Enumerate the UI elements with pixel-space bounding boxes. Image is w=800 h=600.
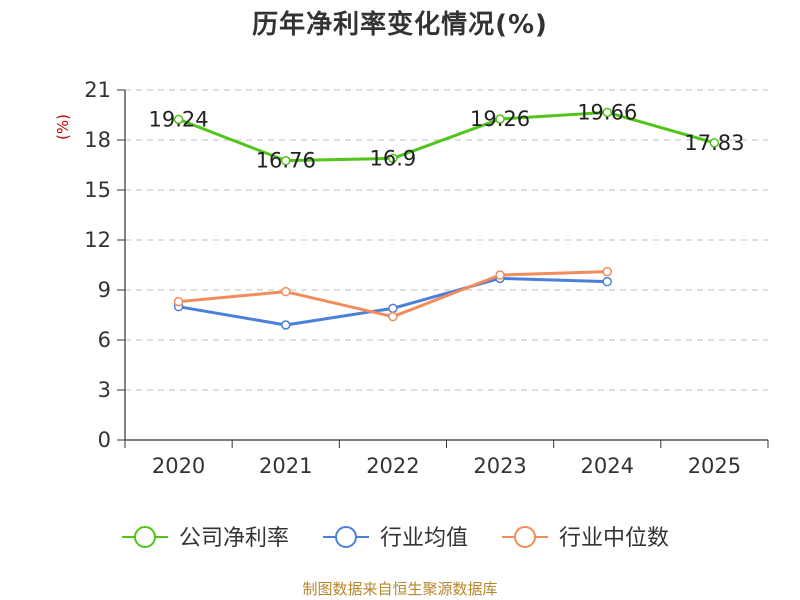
series-lines [173,107,720,330]
series-line [178,110,715,163]
y-tick-label: 15 [84,178,111,202]
y-tick-label: 6 [98,328,111,352]
x-tick-label: 2020 [152,454,205,478]
x-tick-label: 2025 [688,454,741,478]
legend-marker [134,526,156,548]
legend-label: 行业均值 [380,526,468,551]
data-label: 19.66 [577,100,637,124]
data-point [173,114,184,125]
data-label: 16.9 [370,146,417,170]
data-point [388,311,398,322]
data-point [602,107,612,118]
source-footer: 制图数据来自恒生聚源数据库 [302,580,498,598]
chart-title: 历年净利率变化情况(%) [252,10,548,40]
y-tick-label: 0 [98,428,111,452]
data-labels: 19.24 16.76 16.9 19.26 19.66 17.83 [149,100,745,172]
data-point [495,270,505,280]
legend: 公司净利率 行业均值 行业中位数 [122,526,669,551]
data-point [495,114,505,124]
data-label: 17.83 [684,131,744,155]
data-point [709,138,720,148]
x-tick-label: 2024 [581,454,634,478]
y-tick-label: 9 [98,278,111,302]
axes: 0 3 6 9 12 15 18 21 2020 2021 2022 2023 2024 2025 (%) [54,78,769,478]
data-point [388,303,398,314]
legend-marker [335,526,357,548]
x-tick-label: 2022 [366,454,419,478]
legend-label: 行业中位数 [559,526,669,551]
y-tick-label: 21 [84,78,111,102]
data-label: 19.26 [470,107,530,131]
legend-marker [514,526,536,548]
data-point [602,276,612,287]
y-tick-label: 12 [84,228,111,252]
y-tick-label: 3 [98,378,111,402]
data-point [173,296,184,307]
data-point [281,155,291,166]
data-point [281,320,291,330]
data-point [388,153,398,164]
data-label: 16.76 [256,149,316,173]
legend-label: 公司净利率 [179,526,289,551]
y-axis-label: (%) [54,114,72,140]
x-tick-label: 2023 [473,454,526,478]
data-point [602,266,612,277]
x-tick-label: 2021 [259,454,312,478]
y-tick-label: 18 [84,128,111,152]
data-label: 19.24 [149,107,209,131]
data-point [281,286,291,297]
